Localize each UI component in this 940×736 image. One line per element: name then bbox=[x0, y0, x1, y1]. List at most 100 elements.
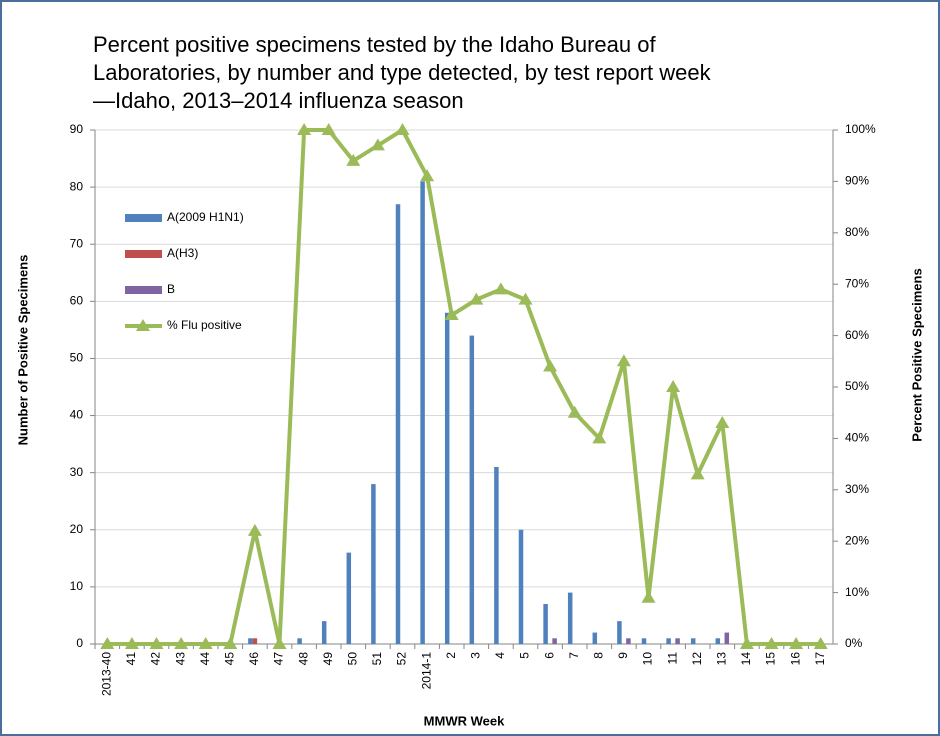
line-marker bbox=[567, 405, 582, 418]
line-marker bbox=[198, 637, 213, 649]
line-marker bbox=[616, 354, 631, 367]
y2-tick-label: 50% bbox=[845, 379, 869, 393]
x-tick-label: 51 bbox=[370, 652, 384, 666]
x-tick-label: 9 bbox=[616, 652, 630, 659]
bar bbox=[690, 638, 696, 644]
chart-title: Percent positive specimens tested by the… bbox=[93, 32, 656, 57]
bar bbox=[518, 529, 524, 644]
line-marker bbox=[592, 431, 607, 444]
x-tick-label: 13 bbox=[714, 652, 728, 666]
legend-label: B bbox=[167, 282, 175, 296]
x-tick-label: 50 bbox=[345, 652, 359, 666]
line-marker bbox=[764, 637, 779, 649]
y2-tick-label: 60% bbox=[845, 328, 869, 342]
x-tick-label: 52 bbox=[395, 652, 409, 666]
y-tick-label: 50 bbox=[70, 351, 84, 365]
line-marker bbox=[247, 523, 262, 536]
line-marker bbox=[641, 590, 656, 603]
x-tick-label: 2013-40 bbox=[99, 652, 113, 696]
line-marker bbox=[346, 153, 361, 166]
line-marker bbox=[715, 415, 730, 428]
bar bbox=[494, 466, 499, 644]
x-tick-label: 17 bbox=[813, 652, 827, 666]
x-tick-label: 10 bbox=[641, 652, 655, 666]
line-marker bbox=[272, 637, 287, 649]
line-marker bbox=[100, 637, 115, 649]
x-tick-label: 45 bbox=[222, 652, 236, 666]
x-tick-label: 46 bbox=[247, 652, 261, 666]
chart-title: Laboratories, by number and type detecte… bbox=[93, 60, 712, 85]
y-axis-title: Number of Positive Specimens bbox=[15, 255, 30, 446]
x-tick-label: 2 bbox=[444, 652, 458, 659]
line-marker bbox=[739, 637, 754, 649]
line-marker bbox=[223, 637, 238, 649]
bar bbox=[346, 552, 352, 644]
x-tick-label: 4 bbox=[493, 652, 507, 659]
bar bbox=[675, 638, 680, 644]
x-tick-label: 44 bbox=[198, 652, 212, 666]
line-marker bbox=[543, 359, 558, 372]
line bbox=[107, 128, 821, 646]
line-marker bbox=[690, 467, 705, 480]
bar bbox=[371, 484, 376, 644]
line-marker bbox=[813, 637, 828, 649]
bar bbox=[543, 604, 548, 644]
y2-tick-label: 30% bbox=[845, 482, 869, 496]
line-marker bbox=[124, 637, 139, 649]
chart-title: —Idaho, 2013–2014 influenza season bbox=[93, 88, 464, 113]
x-tick-label: 42 bbox=[149, 652, 163, 666]
bar bbox=[592, 632, 598, 644]
legend-swatch bbox=[125, 250, 162, 258]
y2-tick-label: 80% bbox=[845, 225, 869, 239]
x-tick-label: 47 bbox=[272, 652, 286, 666]
x-tick-label: 8 bbox=[591, 652, 605, 659]
legend-label: A(2009 H1N1) bbox=[167, 210, 244, 224]
y2-tick-label: 40% bbox=[845, 431, 869, 445]
x-tick-label: 15 bbox=[764, 652, 778, 666]
y2-tick-label: 0% bbox=[845, 636, 863, 650]
x-tick-label: 49 bbox=[321, 652, 335, 666]
line-marker bbox=[666, 380, 681, 392]
x-tick-label: 11 bbox=[665, 652, 679, 665]
y2-axis-title: Percent Positive Specimens bbox=[909, 268, 924, 441]
bar bbox=[626, 638, 631, 644]
legend-swatch bbox=[125, 286, 162, 294]
line-marker bbox=[469, 292, 484, 305]
line-marker bbox=[149, 637, 164, 649]
x-axis-title: MMWR Week bbox=[424, 713, 505, 728]
legend-marker bbox=[136, 319, 150, 331]
y-tick-label: 60 bbox=[70, 294, 84, 308]
bar bbox=[321, 621, 327, 644]
bar bbox=[567, 592, 573, 644]
bar bbox=[552, 638, 557, 644]
x-tick-label: 14 bbox=[739, 652, 753, 666]
bar bbox=[641, 638, 647, 644]
y2-tick-label: 70% bbox=[845, 276, 869, 290]
legend-label: % Flu positive bbox=[167, 318, 242, 332]
y2-tick-label: 100% bbox=[845, 122, 876, 136]
y-tick-label: 40 bbox=[70, 408, 84, 422]
y-tick-label: 30 bbox=[70, 465, 84, 479]
line-marker bbox=[370, 138, 385, 151]
x-tick-label: 16 bbox=[788, 652, 802, 666]
x-tick-label: 2014-1 bbox=[419, 652, 433, 690]
bar bbox=[724, 632, 730, 644]
line-marker bbox=[321, 123, 336, 135]
bar bbox=[420, 181, 425, 644]
bar bbox=[252, 638, 258, 644]
y-tick-label: 20 bbox=[70, 522, 84, 536]
legend-swatch bbox=[125, 214, 162, 222]
x-tick-label: 6 bbox=[542, 652, 556, 659]
y-tick-label: 80 bbox=[70, 179, 84, 193]
line-marker bbox=[395, 123, 410, 135]
line-marker bbox=[518, 292, 533, 305]
bar bbox=[444, 312, 450, 644]
line-marker bbox=[174, 637, 189, 649]
line-marker bbox=[297, 123, 312, 135]
x-tick-label: 5 bbox=[518, 652, 532, 659]
y-tick-label: 0 bbox=[76, 636, 83, 650]
line-marker bbox=[420, 169, 435, 182]
x-tick-label: 12 bbox=[690, 652, 704, 666]
bar bbox=[469, 335, 475, 644]
bar bbox=[617, 621, 622, 644]
